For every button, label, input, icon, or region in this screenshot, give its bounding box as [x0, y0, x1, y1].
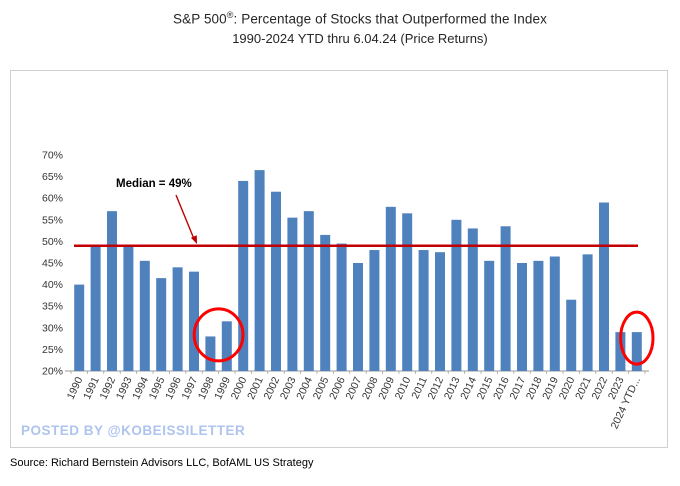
- bar-1996: [172, 267, 183, 371]
- chart-subtitle: 1990-2024 YTD thru 6.04.24 (Price Return…: [232, 30, 488, 46]
- chart-title-block: S&P 500®: Percentage of Stocks that Outp…: [0, 0, 680, 46]
- bar-2001: [254, 170, 265, 371]
- bar-2023: [615, 332, 626, 371]
- y-axis-label: 20%: [42, 366, 63, 378]
- bar-2011: [418, 250, 429, 371]
- y-axis-label: 25%: [42, 344, 63, 356]
- bar-2010: [402, 213, 413, 371]
- bar-2005: [320, 234, 331, 371]
- bar-2008: [369, 250, 380, 371]
- y-axis-label: 65%: [42, 171, 63, 183]
- bar-1990: [74, 284, 85, 371]
- bar-1993: [123, 245, 134, 371]
- bar-chart: 20%25%30%35%40%45%50%55%60%65%70%1990199…: [42, 150, 655, 431]
- highlight-circle: [192, 307, 245, 363]
- bar-2006: [336, 243, 347, 371]
- median-annotation: Median = 49%: [116, 178, 192, 190]
- y-axis-label: 45%: [42, 258, 63, 270]
- x-axis-label: 2010: [393, 375, 414, 401]
- median-arrow-line: [175, 194, 195, 240]
- bar-2002: [271, 191, 281, 371]
- chart-title: S&P 500®: Percentage of Stocks that Outp…: [40, 10, 680, 27]
- bar-2015: [484, 260, 495, 371]
- bar-2007: [353, 263, 363, 371]
- bar-2014: [467, 228, 478, 371]
- y-axis-label: 35%: [42, 301, 63, 313]
- watermark: POSTED BY @KOBEISSILETTER: [21, 423, 246, 438]
- bar-2003: [287, 217, 298, 371]
- bar-1991: [90, 245, 101, 371]
- bar-2017: [517, 263, 527, 371]
- bar-2016: [500, 226, 511, 371]
- bar-1994: [139, 260, 150, 371]
- y-axis-label: 40%: [42, 279, 63, 291]
- bar-2013: [451, 219, 462, 371]
- y-axis-label: 50%: [42, 236, 63, 248]
- bar-1995: [156, 278, 167, 371]
- median-arrow-head: [190, 235, 197, 244]
- bar-2018: [533, 260, 544, 371]
- bar-2000: [238, 180, 249, 371]
- bar-2022: [599, 202, 609, 371]
- bar-2024 YTD...: [631, 332, 642, 371]
- source-note: Source: Richard Bernstein Advisors LLC, …: [10, 457, 314, 469]
- bar-1999: [221, 321, 232, 371]
- bar-2021: [582, 254, 593, 371]
- title-prefix: S&P 500: [173, 11, 227, 27]
- bar-2019: [549, 256, 560, 371]
- y-axis-label: 60%: [42, 193, 63, 205]
- bar-2020: [566, 299, 577, 371]
- bar-2012: [435, 252, 445, 371]
- bar-2004: [303, 211, 314, 371]
- y-axis-label: 55%: [42, 214, 63, 226]
- chart-container: 20% 25% 30% 35% 40% 45% 50% 55% 60% 65% 70% 1990 199…: [10, 70, 668, 448]
- bar-1997: [189, 271, 199, 371]
- title-rest: : Percentage of Stocks that Outperformed…: [233, 11, 547, 27]
- bar-2009: [385, 206, 396, 371]
- bar-1998: [205, 336, 216, 371]
- registered-trademark: ®: [226, 10, 234, 20]
- y-axis-label: 70%: [42, 150, 63, 162]
- bar-1992: [107, 211, 117, 371]
- y-axis-label: 30%: [42, 322, 63, 334]
- highlight-circle: [619, 310, 655, 366]
